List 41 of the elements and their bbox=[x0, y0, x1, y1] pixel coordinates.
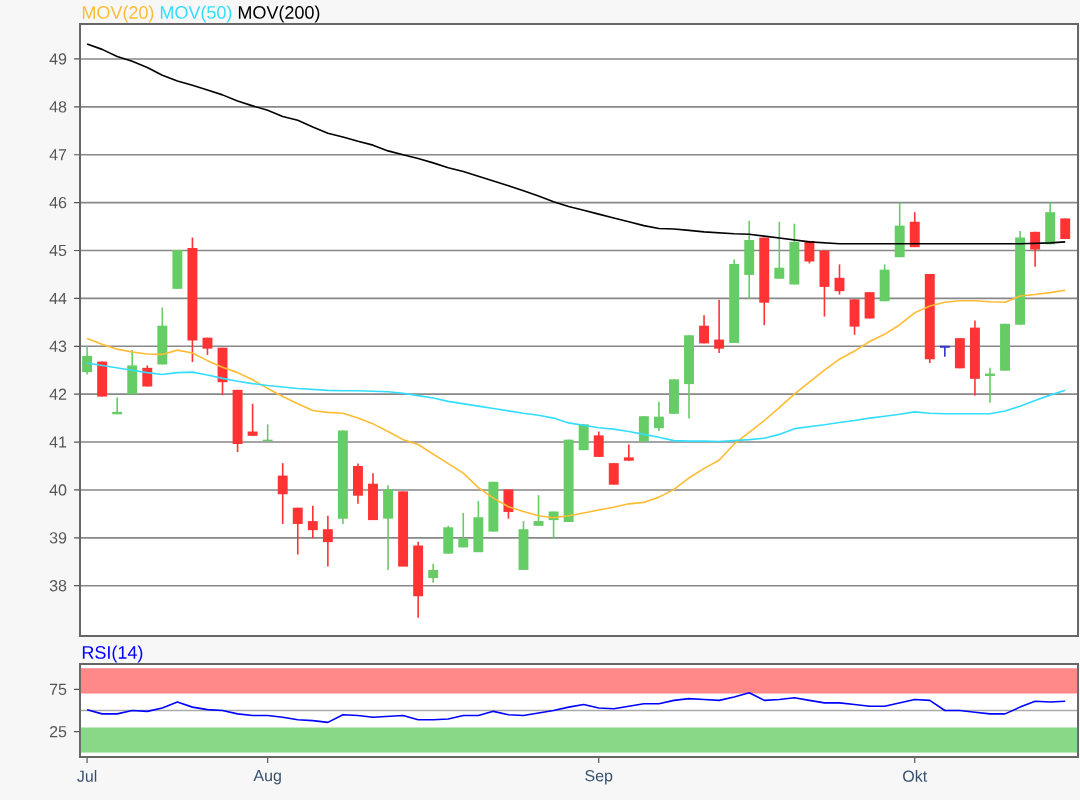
candlestick bbox=[307, 504, 318, 540]
y-tick-label: 43 bbox=[49, 340, 67, 352]
text: MOV(20) bbox=[82, 5, 154, 23]
text: MOV(200) bbox=[238, 5, 320, 23]
candlestick bbox=[428, 562, 439, 584]
y-tick-label: 38 bbox=[49, 580, 67, 592]
y-tick-label: 46 bbox=[49, 196, 67, 209]
candlestick bbox=[774, 220, 785, 280]
x-tick-label: Jul bbox=[77, 770, 97, 782]
x-tick-label: Aug bbox=[253, 770, 281, 785]
y-tick-label: 25 bbox=[49, 725, 67, 738]
candlestick bbox=[623, 443, 634, 462]
text: MOV(50) bbox=[160, 5, 232, 23]
candlestick bbox=[714, 299, 725, 354]
candlestick bbox=[247, 402, 258, 437]
x-tick-label: Sep bbox=[585, 770, 613, 785]
candlestick bbox=[277, 462, 288, 525]
y-tick-label: 47 bbox=[49, 149, 67, 161]
x-tick-label: Okt bbox=[903, 770, 928, 782]
y-tick-label: 45 bbox=[49, 244, 67, 257]
candlestick bbox=[938, 345, 951, 358]
candlestick bbox=[699, 314, 710, 345]
candlestick bbox=[503, 488, 514, 520]
y-tick-label: 48 bbox=[49, 101, 67, 113]
y-tick-label: 44 bbox=[49, 292, 67, 304]
y-tick-label: 39 bbox=[49, 532, 67, 544]
candlestick bbox=[142, 364, 153, 388]
candlestick bbox=[82, 345, 93, 376]
y-tick-label: 40 bbox=[49, 484, 67, 496]
candlestick bbox=[593, 430, 604, 458]
candlestick bbox=[653, 401, 664, 432]
candlestick bbox=[533, 494, 544, 527]
candlestick bbox=[322, 515, 333, 568]
y-tick-label: 49 bbox=[49, 53, 67, 65]
candlestick bbox=[458, 512, 469, 549]
text: RSI(14) bbox=[82, 645, 143, 663]
y-tick-label: 42 bbox=[49, 388, 67, 400]
candlestick bbox=[608, 462, 619, 486]
y-tick-label: 75 bbox=[49, 683, 67, 695]
candlestick bbox=[292, 506, 303, 556]
y-tick-label: 41 bbox=[49, 436, 67, 448]
